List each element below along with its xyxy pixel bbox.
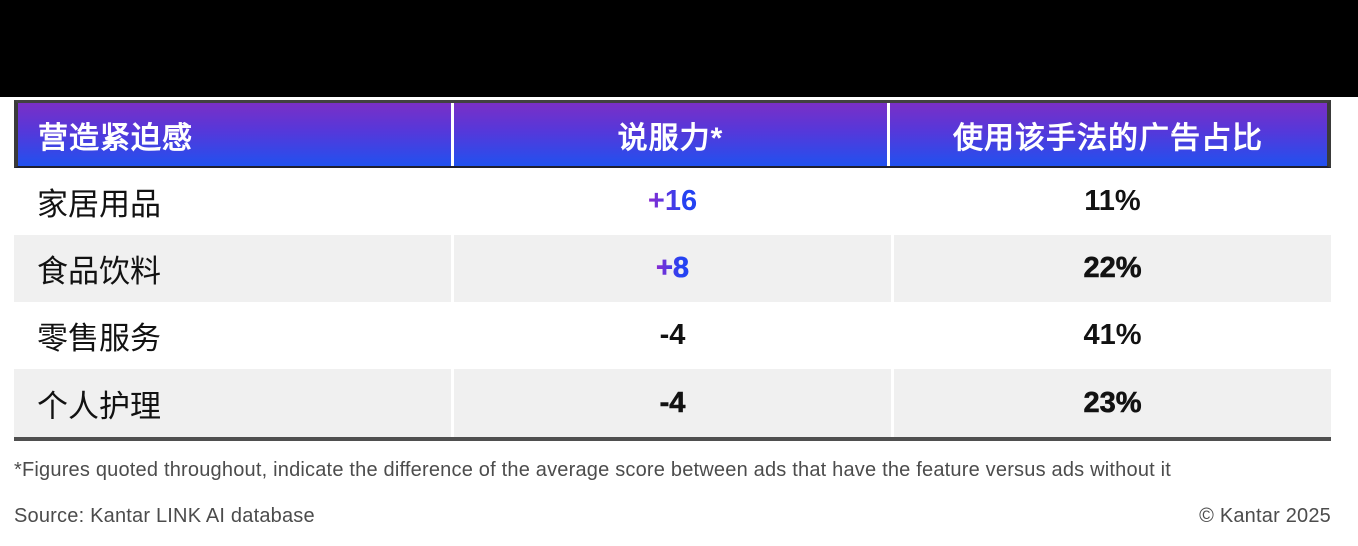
source-row: Source: Kantar LINK AI database © Kantar…: [14, 505, 1331, 528]
top-black-banner: [0, 0, 1358, 97]
header-column-divider: [451, 103, 454, 166]
source-text: Source: Kantar LINK AI database: [14, 505, 315, 527]
cell-gap: [891, 235, 894, 302]
copyright-text: © Kantar 2025: [1199, 505, 1331, 527]
table-header-row: 营造紧迫感 说服力* 使用该手法的广告占比: [14, 100, 1331, 168]
ad-share-value: 22%: [1083, 252, 1142, 285]
cell-category: 食品饮料: [14, 235, 451, 302]
ad-share-value: 23%: [1083, 386, 1142, 419]
cell-ad-share: 41%: [894, 302, 1331, 369]
ad-share-value: 11%: [1084, 185, 1141, 217]
cell-gap: [891, 302, 894, 369]
header-column-divider: [887, 103, 890, 166]
persuasion-value: -4: [659, 386, 686, 419]
footnote-text: *Figures quoted throughout, indicate the…: [14, 459, 1172, 481]
table-row: 个人护理 -4 23%: [14, 369, 1331, 437]
table-row: 家居用品 +16 11%: [14, 168, 1331, 235]
header-cell-persuasion: 说服力*: [617, 121, 724, 155]
cell-gap: [891, 369, 894, 437]
table-row: 食品饮料 +8 22%: [14, 235, 1331, 302]
ad-share-value: 41%: [1083, 319, 1142, 351]
cell-category: 零售服务: [14, 302, 451, 369]
cell-persuasion: +8: [454, 235, 891, 302]
cell-ad-share: 22%: [894, 235, 1331, 302]
cell-persuasion: -4: [454, 369, 891, 437]
cell-ad-share: 23%: [894, 369, 1331, 437]
header-cell-ad-share: 使用该手法的广告占比: [953, 121, 1263, 155]
cell-gap: [451, 168, 454, 235]
cell-gap: [451, 235, 454, 302]
persuasion-value: -4: [659, 319, 686, 351]
table-bottom-rule: [14, 437, 1331, 441]
cell-gap: [891, 168, 894, 235]
persuasion-value: +8: [655, 252, 690, 285]
table-row: 零售服务 -4 41%: [14, 302, 1331, 369]
header-cell-category: 营造紧迫感: [38, 121, 193, 155]
cell-gap: [451, 369, 454, 437]
cell-persuasion: -4: [454, 302, 891, 369]
persuasion-value: +16: [647, 185, 698, 217]
cell-ad-share: 11%: [894, 168, 1331, 235]
cell-gap: [451, 302, 454, 369]
cell-persuasion: +16: [454, 168, 891, 235]
cell-category: 家居用品: [14, 168, 451, 235]
cell-category: 个人护理: [14, 369, 451, 437]
